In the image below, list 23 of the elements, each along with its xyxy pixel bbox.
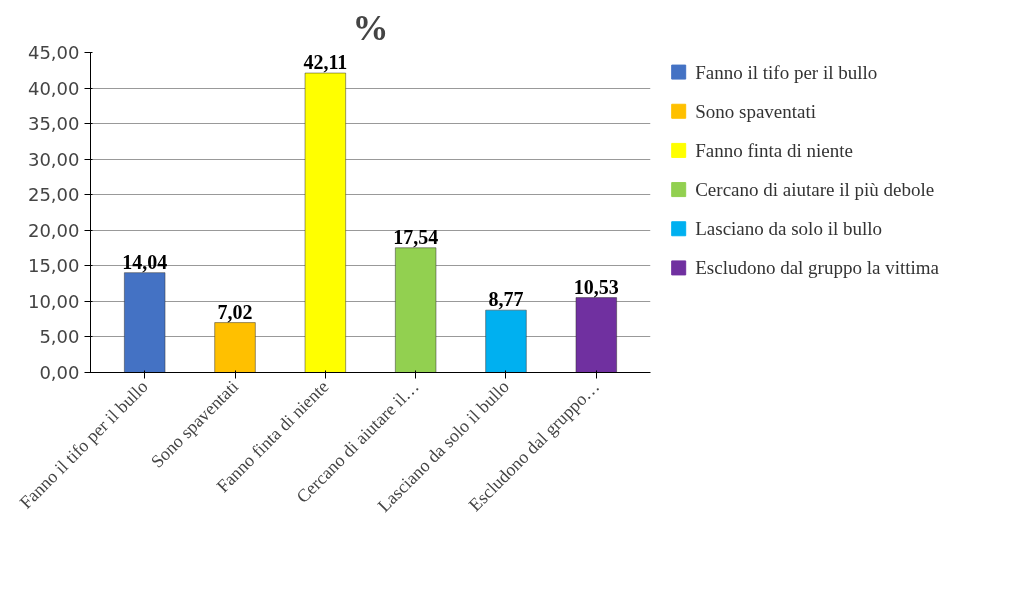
legend-label: Fanno finta di niente [695, 139, 853, 161]
data-label: 7,02 [217, 300, 253, 323]
legend-label: Lasciano da solo il bullo [695, 218, 883, 240]
y-tick-label: 0,00 [39, 362, 80, 383]
y-tick-label: 20,00 [27, 219, 80, 241]
y-tick-label: 45,00 [27, 42, 80, 63]
y-tick-label: 35,00 [27, 113, 80, 135]
y-tick-label: 40,00 [27, 77, 80, 99]
data-label: 10,53 [573, 275, 619, 298]
y-tick-label: 25,00 [27, 184, 80, 206]
data-label: 14,04 [122, 250, 168, 273]
legend-label: Cercano di aiutare il più debole [695, 179, 935, 201]
y-tick-label: 10,00 [27, 290, 80, 312]
legend-label: Sono spaventati [695, 100, 817, 122]
data-label: 17,54 [393, 225, 439, 248]
chart-title: % [352, 7, 389, 48]
data-label: 8,77 [488, 288, 524, 311]
y-tick-label: 30,00 [27, 148, 80, 170]
y-tick-label: 5,00 [39, 326, 80, 348]
legend-label: Fanno il tifo per il bullo [695, 61, 878, 83]
y-tick-label: 15,00 [27, 255, 80, 277]
data-label: 42,11 [303, 51, 348, 74]
legend-label: Escludono dal gruppo la vittima [695, 257, 940, 279]
